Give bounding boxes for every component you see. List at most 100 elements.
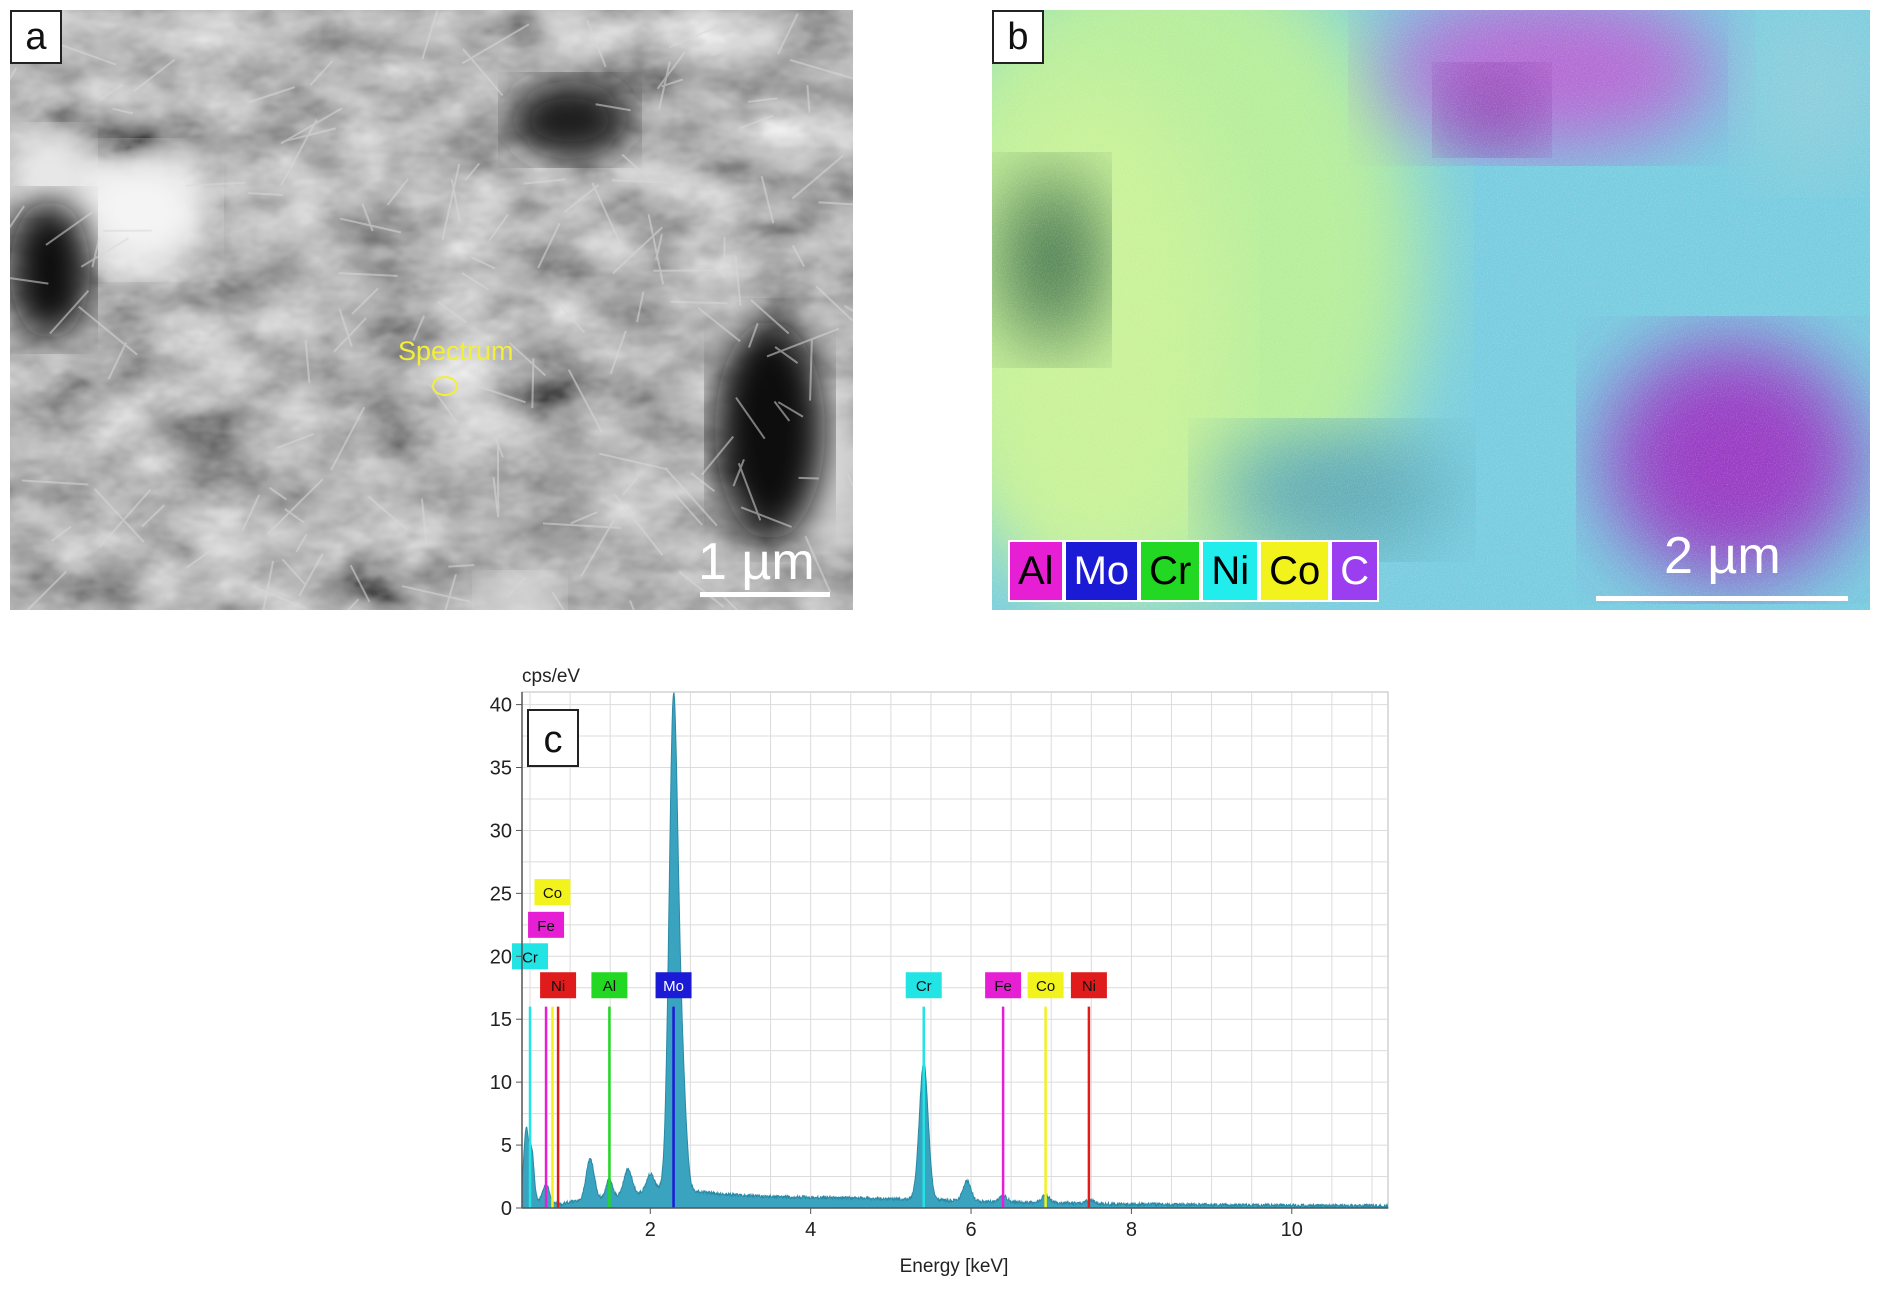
nanoflake <box>621 153 651 181</box>
y-tick-label: 0 <box>501 1198 512 1220</box>
nanoflake <box>668 25 719 49</box>
nanoflake <box>186 546 216 569</box>
y-axis-label: cps/eV <box>522 666 580 687</box>
nanoflake <box>91 237 101 268</box>
nanoflake <box>774 346 799 364</box>
nanoflake <box>51 525 72 542</box>
element-marker-label-mo: Mo <box>663 978 684 995</box>
nanoflake <box>595 103 631 112</box>
nanoflake <box>412 315 425 341</box>
x-tick-label: 2 <box>645 1219 656 1241</box>
element-marker-label-co: Co <box>1036 978 1055 995</box>
nanoflake <box>421 10 439 60</box>
panel-label-b: b <box>992 10 1044 64</box>
nanoflake <box>531 358 535 409</box>
nanoflake <box>280 107 343 145</box>
nanoflake <box>614 494 664 556</box>
nanoflake <box>267 478 324 535</box>
eds-map-panel: b Al Mo Cr Ni Co C 2 µm <box>992 10 1870 610</box>
nanoflake <box>464 162 481 181</box>
legend-item-mo: Mo <box>1063 540 1140 602</box>
nanoflake <box>437 300 468 324</box>
nanoflake <box>537 222 561 269</box>
element-marker-label-fe: Fe <box>994 978 1012 995</box>
nanoflake <box>740 506 792 528</box>
nanoflake <box>815 285 853 322</box>
eds-elemental-map <box>992 10 1870 610</box>
y-tick-label: 35 <box>490 758 512 780</box>
nanoflake <box>10 205 25 229</box>
nanoflake <box>806 85 811 113</box>
nanoflake <box>664 467 718 527</box>
nanoflake <box>523 178 566 185</box>
nanoflake <box>628 600 635 610</box>
nanoflake <box>268 486 288 501</box>
nanoflake <box>401 585 471 603</box>
nanoflake <box>798 476 819 480</box>
element-marker-tag-co <box>534 879 571 906</box>
nanoflake <box>98 489 152 548</box>
nanoflake <box>701 435 735 476</box>
nanoflake <box>49 290 90 335</box>
scale-bar-label-b: 2 µm <box>1664 527 1781 585</box>
nanoflake <box>622 474 640 496</box>
scale-bar-b <box>1596 596 1848 601</box>
nanoflake <box>333 317 367 353</box>
x-axis-label: Energy [keV] <box>900 1256 1009 1277</box>
nanoflake <box>420 498 428 544</box>
y-tick-label: 40 <box>490 695 512 717</box>
legend-item-c: C <box>1330 540 1380 602</box>
nanoflake <box>773 400 791 422</box>
nanoflake <box>492 477 500 518</box>
spectrum-marker-circle <box>432 376 458 396</box>
scale-bar-label-a: 1 µm <box>698 533 815 591</box>
nanoflake <box>737 462 762 521</box>
nanoflake <box>551 591 565 610</box>
x-tick-label: 8 <box>1126 1219 1137 1241</box>
nanoflake <box>339 217 402 234</box>
nanoflake <box>567 369 603 433</box>
nanoflake <box>112 107 134 115</box>
nanoflake <box>542 522 621 529</box>
element-marker-label-al: Al <box>603 978 616 995</box>
nanoflake <box>461 272 490 291</box>
element-marker-label-cr: Cr <box>522 949 538 966</box>
panel-label-c: c <box>527 709 579 767</box>
nanoflake <box>658 61 671 110</box>
nanoflake <box>99 83 124 101</box>
nanoflake <box>349 564 371 603</box>
nanoflake <box>570 511 598 525</box>
element-marker-label-ni: Ni <box>1082 978 1096 995</box>
nanoflake <box>10 277 49 285</box>
nanoflake <box>469 382 526 404</box>
nanoflake <box>586 19 607 68</box>
nanoflake <box>747 97 778 103</box>
nanoflake <box>21 479 89 486</box>
nanoflake <box>721 594 739 610</box>
nanoflake <box>262 560 275 610</box>
spectrum-area <box>521 692 1389 1210</box>
nanoflake <box>444 574 457 610</box>
nanoflake <box>286 127 336 142</box>
y-tick-label: 10 <box>490 1072 512 1094</box>
legend-item-cr: Cr <box>1139 540 1202 602</box>
nanoflake <box>777 401 804 418</box>
nanoflake <box>248 86 296 104</box>
nanoflake <box>818 201 853 206</box>
panel-label-a: a <box>10 10 62 64</box>
x-tick-label: 6 <box>965 1219 976 1241</box>
nanoflake <box>450 178 461 222</box>
nanoflake <box>697 307 741 343</box>
nanoflake <box>462 48 504 97</box>
nanoflake <box>448 563 475 568</box>
nanoflake <box>386 178 409 206</box>
nanoflake <box>461 23 530 65</box>
element-marker-label-cr: Cr <box>916 978 932 995</box>
nanoflake <box>809 339 813 401</box>
nanoflake <box>789 58 853 80</box>
nanoflake <box>739 114 774 130</box>
nanoflake <box>791 154 844 200</box>
nanoflake <box>710 37 755 57</box>
nanoflake <box>766 327 840 358</box>
nanoflake <box>93 488 145 543</box>
